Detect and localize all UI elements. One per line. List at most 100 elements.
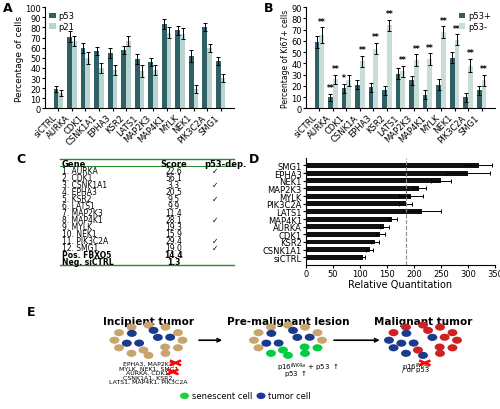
Circle shape	[388, 329, 398, 336]
Circle shape	[122, 340, 132, 347]
Bar	[121, 51, 126, 109]
Text: 10. NEK1: 10. NEK1	[62, 229, 96, 238]
Circle shape	[448, 344, 458, 351]
Bar	[450, 58, 454, 109]
Text: 56.1: 56.1	[165, 173, 182, 182]
Circle shape	[434, 344, 444, 351]
Bar	[422, 96, 428, 109]
Circle shape	[138, 347, 148, 354]
Circle shape	[256, 393, 266, 399]
Bar	[220, 79, 226, 109]
Bar	[216, 62, 220, 109]
Bar	[194, 90, 198, 109]
Text: MYLK, NEK1, SMG1: MYLK, NEK1, SMG1	[119, 366, 178, 371]
Bar	[207, 49, 212, 109]
Circle shape	[144, 352, 154, 359]
Bar	[86, 58, 90, 109]
Circle shape	[262, 340, 272, 347]
Circle shape	[300, 324, 310, 331]
Bar	[476, 91, 482, 109]
Circle shape	[160, 350, 170, 357]
Circle shape	[396, 340, 406, 347]
Bar	[72, 41, 77, 109]
Bar	[180, 34, 185, 109]
Bar	[99, 69, 104, 109]
Text: p16$^{INK4a}$ + p53 $\uparrow$: p16$^{INK4a}$ + p53 $\uparrow$	[277, 361, 339, 373]
Text: Gene: Gene	[62, 159, 86, 168]
Circle shape	[126, 324, 136, 331]
Bar	[202, 28, 207, 109]
Text: p16$^{INK4a}$: p16$^{INK4a}$	[402, 361, 432, 373]
Bar	[306, 187, 420, 191]
Bar	[428, 60, 432, 109]
Bar	[400, 72, 406, 109]
Text: p53 $\uparrow$: p53 $\uparrow$	[284, 367, 307, 378]
Circle shape	[300, 344, 310, 351]
Circle shape	[384, 337, 394, 344]
Bar	[140, 72, 144, 109]
Text: 3. CSNK1A1: 3. CSNK1A1	[62, 180, 107, 189]
Circle shape	[254, 344, 264, 351]
Text: ✓: ✓	[212, 215, 218, 224]
Text: 1.3: 1.3	[167, 257, 180, 266]
Circle shape	[408, 340, 418, 347]
Bar	[333, 80, 338, 109]
Bar	[436, 85, 441, 109]
Text: 15.9: 15.9	[165, 229, 182, 238]
Circle shape	[312, 329, 322, 336]
Text: ✓: ✓	[212, 166, 218, 175]
Text: *: *	[342, 74, 346, 83]
Circle shape	[401, 324, 411, 331]
Text: 20.5: 20.5	[165, 187, 182, 196]
Bar	[54, 90, 59, 109]
Bar	[108, 54, 112, 109]
Bar	[482, 81, 486, 109]
Text: C: C	[16, 152, 26, 165]
Text: Neg. siCTRL: Neg. siCTRL	[62, 257, 114, 266]
Circle shape	[254, 329, 264, 336]
Text: CSNK1A1, KSR2,: CSNK1A1, KSR2,	[123, 375, 174, 380]
Bar	[374, 49, 378, 109]
Circle shape	[165, 334, 175, 341]
Bar	[328, 98, 333, 109]
Bar	[306, 202, 406, 207]
Circle shape	[413, 347, 423, 354]
Bar	[175, 31, 180, 109]
Circle shape	[110, 337, 120, 344]
Text: EPHA3, MAP2K3,: EPHA3, MAP2K3,	[122, 361, 174, 366]
Bar	[414, 61, 419, 109]
Bar	[368, 88, 374, 109]
Text: ✓: ✓	[212, 236, 218, 245]
Text: Score: Score	[160, 159, 187, 168]
Bar	[166, 34, 172, 109]
Text: **: **	[453, 25, 461, 34]
Text: Pos. FBXO5: Pos. FBXO5	[62, 250, 112, 259]
Bar	[153, 71, 158, 109]
Text: **: **	[358, 46, 366, 55]
Circle shape	[423, 327, 433, 334]
Circle shape	[178, 337, 188, 344]
Circle shape	[428, 334, 438, 341]
Text: AURKA, CDK1,: AURKA, CDK1,	[126, 370, 171, 375]
Bar	[306, 179, 441, 184]
Text: **: **	[466, 49, 474, 58]
Text: A: A	[4, 2, 13, 15]
Bar	[67, 38, 72, 109]
Text: **: **	[332, 65, 339, 74]
Text: 19.3: 19.3	[165, 222, 182, 231]
Bar	[306, 232, 380, 237]
Bar	[306, 217, 392, 222]
Circle shape	[283, 322, 293, 329]
Bar	[58, 94, 64, 109]
Circle shape	[317, 337, 327, 344]
Text: **: **	[412, 45, 420, 54]
Text: 22.6: 22.6	[165, 166, 182, 175]
Text: **: **	[386, 10, 394, 19]
Text: **: **	[440, 17, 448, 26]
Text: LATS1, MAP4K1, PIK3C2A: LATS1, MAP4K1, PIK3C2A	[109, 379, 188, 384]
Circle shape	[288, 327, 298, 334]
Y-axis label: Percentage of cells: Percentage of cells	[14, 16, 24, 101]
Bar	[94, 52, 99, 109]
Bar	[306, 171, 468, 176]
Circle shape	[440, 334, 450, 341]
